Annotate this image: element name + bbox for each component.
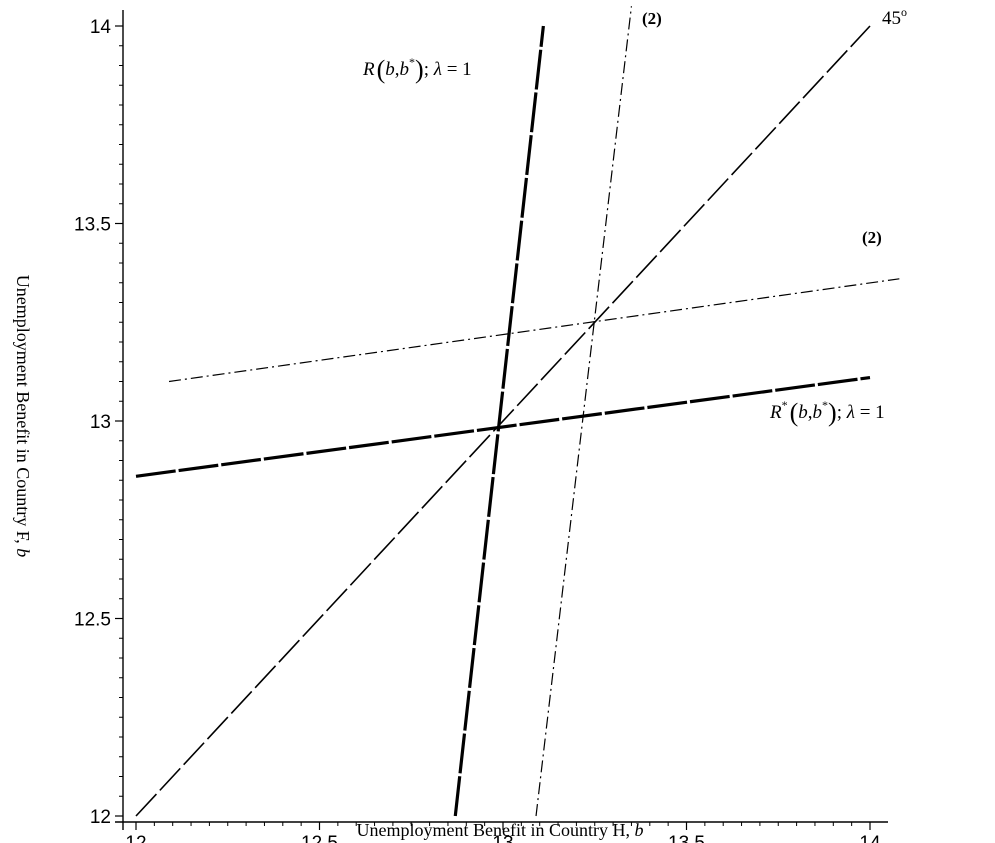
rstar-label-b: b xyxy=(798,402,808,423)
series-layer xyxy=(135,6,900,817)
y-tick-label: 12.5 xyxy=(74,610,111,631)
x-tick-label: 13.5 xyxy=(668,833,705,843)
y-tick-label: 13.5 xyxy=(74,215,111,236)
r-label-R: R xyxy=(362,59,375,80)
r-label-semi: ; xyxy=(424,59,434,80)
tick-labels: 12 12.5 13 13.5 14 12 12.5 13 13.5 14 xyxy=(74,17,881,843)
deg45-sup: o xyxy=(901,5,907,19)
r-label-close: ) xyxy=(415,55,424,84)
x-axis-title: Unemployment Benefit in Country H, b xyxy=(357,820,644,840)
rstar-label-open: ( xyxy=(790,398,799,427)
minor-ticks xyxy=(119,45,853,826)
label-2-vertical: (2) xyxy=(642,9,662,28)
rstar-label-bstar: b xyxy=(813,402,823,423)
deg45-label: 45o xyxy=(882,5,907,29)
r-curve-label: R(b,b*); λ = 1 xyxy=(362,55,472,84)
rstar-label-star2: * xyxy=(822,398,828,412)
major-ticks xyxy=(115,25,871,830)
r-label-open: ( xyxy=(377,55,386,84)
y-tick-label: 14 xyxy=(90,17,112,38)
x-tick-label: 12 xyxy=(125,833,146,843)
r-label-eq: = 1 xyxy=(442,59,472,80)
rstar-label-lambda: λ xyxy=(846,402,855,423)
series-line-2 xyxy=(135,25,871,817)
y-axis-title-text: Unemployment Benefit in Country F, xyxy=(13,275,33,549)
deg45-text: 45 xyxy=(882,8,901,29)
y-tick-label: 12 xyxy=(90,807,111,828)
r-label-comma: , xyxy=(395,59,400,80)
rstar-label-star: * xyxy=(782,398,788,412)
rstar-label-eq: = 1 xyxy=(855,402,885,423)
r-label-star: * xyxy=(409,55,415,69)
r-label-lambda: λ xyxy=(433,59,442,80)
x-axis-title-var: b xyxy=(634,820,643,840)
r-label-b: b xyxy=(385,59,395,80)
rstar-label-close: ) xyxy=(828,398,837,427)
x-tick-label: 14 xyxy=(859,833,881,843)
rstar-label-comma: , xyxy=(808,402,813,423)
x-tick-label: 12.5 xyxy=(301,833,338,843)
rstar-label-semi: ; xyxy=(837,402,847,423)
y-tick-label: 13 xyxy=(90,412,111,433)
y-axis-title-var: b xyxy=(13,548,33,557)
series-line-3 xyxy=(535,6,633,817)
y-axis-title: Unemployment Benefit in Country F, b xyxy=(13,275,33,558)
series-line-0 xyxy=(453,25,545,817)
r-label-bstar: b xyxy=(400,59,410,80)
rstar-curve-label: R*(b,b*); λ = 1 xyxy=(769,398,885,427)
rstar-label-R: R xyxy=(769,402,782,423)
x-axis-title-text: Unemployment Benefit in Country H, xyxy=(357,820,635,840)
series-line-4 xyxy=(168,278,900,383)
series-line-1 xyxy=(135,375,871,478)
x-tick-label: 13 xyxy=(492,833,513,843)
label-2-horizontal: (2) xyxy=(862,228,882,247)
